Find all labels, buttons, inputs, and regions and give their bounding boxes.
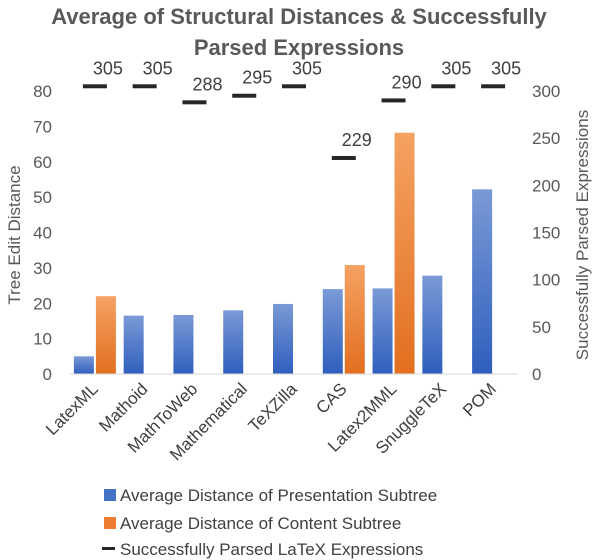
bar-presentation-cas (322, 289, 343, 374)
category-label-cas: CAS (312, 379, 350, 417)
label-parsed-mathoid: 305 (143, 58, 173, 78)
marker-parsed-pom (481, 84, 506, 89)
marker-parsed-texzilla (282, 84, 306, 89)
right-tick-label: 0 (532, 365, 541, 384)
bar-presentation-mathematical (223, 310, 244, 374)
category-label-latexml: LatexML (42, 379, 102, 439)
right-tick-label: 100 (532, 271, 560, 290)
legend-swatch-parsed (102, 547, 115, 550)
category-label-pom: POM (459, 379, 500, 420)
left-tick-label: 30 (33, 259, 52, 278)
parsed-markers: 305 305 288 295 305 229 290 305 305 (82, 58, 521, 160)
marker-parsed-cas (331, 155, 356, 160)
category-label-texzilla: TeXZilla (245, 379, 302, 436)
left-tick-label: 60 (33, 153, 52, 172)
bar-presentation-mathtoweb (173, 314, 194, 374)
right-tick-label: 50 (532, 318, 551, 337)
legend-label-presentation: Average Distance of Presentation Subtree (120, 486, 437, 505)
bar-presentation-latex2mml (372, 288, 393, 374)
bar-content-latex2mml (394, 132, 415, 374)
label-parsed-mathtoweb: 288 (192, 74, 222, 94)
marker-parsed-snuggletex (431, 84, 456, 89)
right-tick-label: 200 (532, 176, 560, 195)
bar-content-cas (344, 265, 365, 374)
marker-parsed-latex2mml (381, 98, 406, 103)
bar-presentation-mathoid (123, 315, 144, 374)
label-parsed-texzilla: 305 (292, 58, 322, 78)
left-axis-title: Tree Edit Distance (5, 165, 24, 304)
legend-label-parsed: Successfully Parsed LaTeX Expressions (120, 540, 423, 559)
marker-parsed-mathtoweb (182, 100, 207, 105)
label-parsed-snuggletex: 305 (441, 58, 471, 78)
chart-title-line-2: Parsed Expressions (194, 35, 404, 60)
marker-parsed-mathematical (232, 93, 257, 98)
right-tick-label: 300 (532, 82, 560, 101)
bar-content-latexml (95, 296, 116, 374)
label-parsed-pom: 305 (491, 58, 521, 78)
legend-label-content: Average Distance of Content Subtree (120, 514, 401, 533)
marker-parsed-latexml (82, 84, 107, 89)
right-axis-title: Successfully Parsed Expressions (573, 110, 592, 360)
bar-presentation-texzilla (273, 303, 293, 374)
label-parsed-mathematical: 295 (242, 68, 272, 88)
right-tick-label: 250 (532, 129, 560, 148)
right-tick-label: 150 (532, 224, 560, 243)
label-parsed-latex2mml: 290 (392, 72, 422, 92)
left-tick-label: 80 (33, 82, 52, 101)
chart-title-line-1: Average of Structural Distances & Succes… (51, 4, 547, 29)
legend: Average Distance of Presentation Subtree… (102, 486, 437, 559)
bar-presentation-snuggletex (422, 275, 443, 374)
bar-presentation-pom (472, 189, 493, 374)
left-tick-label: 10 (33, 330, 52, 349)
left-tick-label: 20 (33, 294, 52, 313)
chart-title: Average of Structural Distances & Succes… (51, 4, 547, 60)
label-parsed-cas: 229 (342, 130, 372, 150)
left-tick-label: 40 (33, 224, 52, 243)
legend-swatch-presentation (104, 489, 116, 501)
bars (73, 132, 493, 374)
left-axis-ticks: 0 10 20 30 40 50 60 70 80 (33, 82, 52, 384)
right-axis-ticks: 0 50 100 150 200 250 300 (532, 82, 560, 384)
label-parsed-latexml: 305 (93, 58, 123, 78)
category-labels: LatexMLMathoidMathToWebMathematicalTeXZi… (42, 379, 500, 464)
legend-swatch-content (104, 517, 116, 529)
left-tick-label: 50 (33, 188, 52, 207)
bar-presentation-latexml (73, 356, 94, 374)
left-tick-label: 0 (43, 365, 52, 384)
left-tick-label: 70 (33, 117, 52, 136)
marker-parsed-mathoid (132, 84, 157, 89)
